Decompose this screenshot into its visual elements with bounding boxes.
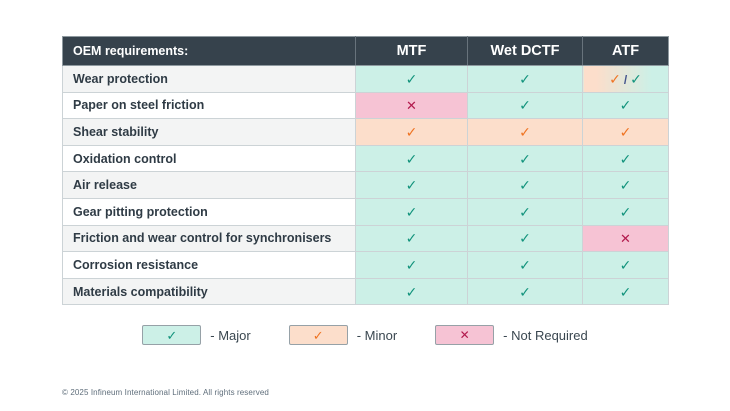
major-mark-cell: ✓ [467, 277, 583, 306]
check-icon: ✓ [405, 70, 418, 87]
header-col-mtf: MTF [355, 36, 468, 66]
check-icon: ✓ [519, 203, 531, 220]
major-mark-cell: ✓ [467, 65, 583, 93]
not-required-mark-cell: ✕ [355, 91, 468, 120]
check-icon: ✓ [619, 177, 632, 194]
check-icon: ✓ [519, 123, 531, 140]
header-oem-requirements: OEM requirements: [62, 36, 356, 66]
major-mark-cell: ✓ [582, 144, 669, 173]
check-icon: ✓ [405, 203, 418, 220]
table-row: Shear stability ✓ ✓ ✓ [62, 118, 669, 146]
major-mark-cell: ✓ [355, 197, 468, 226]
check-icon: ✓ [405, 150, 418, 167]
major-mark-cell: ✓ [467, 91, 583, 120]
row-label: Air release [62, 171, 356, 199]
legend-label: - Not Required [503, 327, 588, 343]
legend: ✓ - Major ✓ - Minor ✕ - Not Required [0, 325, 730, 345]
check-icon: ✓ [619, 256, 632, 273]
legend-item-minor: ✓ - Minor [288, 325, 398, 345]
major-mark-cell: ✓ [582, 197, 669, 226]
row-label: Materials compatibility [62, 277, 356, 306]
header-col-wet-dctf: Wet DCTF [467, 36, 583, 66]
check-icon: ✓ [405, 230, 418, 247]
major-mark-cell: ✓ [467, 197, 583, 226]
check-icon: ✓ [619, 150, 632, 167]
table-row: Friction and wear control for synchronis… [62, 224, 669, 253]
major-check-icon: ✓ [630, 70, 642, 87]
legend-label: - Major [210, 327, 251, 343]
table-header-row: OEM requirements: MTF Wet DCTF ATF [62, 36, 669, 66]
not-required-mark-cell: ✕ [582, 224, 669, 253]
table-row: Air release ✓ ✓ ✓ [62, 171, 669, 199]
major-mark-cell: ✓ [355, 277, 468, 306]
minor-check-icon: ✓ [609, 70, 621, 87]
check-icon: ✓ [619, 97, 632, 114]
check-icon: ✓ [519, 256, 531, 273]
legend-cross-swatch: ✕ [435, 325, 495, 345]
table-row: Corrosion resistance ✓ ✓ ✓ [62, 251, 669, 279]
check-icon: ✓ [519, 97, 531, 114]
check-icon: ✓ [405, 283, 418, 300]
minor-and-major-mark-cell: ✓ / ✓ [582, 65, 669, 93]
table-row: Materials compatibility ✓ ✓ ✓ [62, 277, 669, 306]
row-label: Friction and wear control for synchronis… [62, 224, 356, 253]
row-label: Oxidation control [62, 144, 356, 173]
check-icon: ✓ [519, 150, 531, 167]
check-icon: ✓ [619, 203, 632, 220]
major-mark-cell: ✓ [467, 171, 583, 199]
legend-check-swatch: ✓ [288, 325, 348, 345]
row-label: Paper on steel friction [62, 91, 356, 120]
oem-requirements-table: OEM requirements: MTF Wet DCTF ATF Wear … [62, 36, 669, 306]
check-icon: ✓ [405, 177, 418, 194]
check-icon: ✓ [619, 123, 632, 140]
cross-icon: ✕ [620, 230, 631, 246]
check-icon: ✓ [405, 256, 418, 273]
major-mark-cell: ✓ [582, 171, 669, 199]
row-label: Gear pitting protection [62, 197, 356, 226]
major-mark-cell: ✓ [467, 251, 583, 279]
minor-mark-cell: ✓ [467, 118, 583, 146]
slash-separator: / [623, 72, 628, 87]
header-col-atf: ATF [582, 36, 669, 66]
check-icon: ✓ [519, 230, 531, 247]
major-mark-cell: ✓ [467, 224, 583, 253]
table-row: Paper on steel friction ✕ ✓ ✓ [62, 91, 669, 120]
major-mark-cell: ✓ [355, 251, 468, 279]
table-row: Gear pitting protection ✓ ✓ ✓ [62, 197, 669, 226]
legend-check-swatch: ✓ [142, 325, 202, 345]
row-label: Shear stability [62, 118, 356, 146]
check-icon: ✓ [405, 123, 418, 140]
check-icon: ✓ [519, 70, 531, 87]
row-label: Corrosion resistance [62, 251, 356, 279]
minor-mark-cell: ✓ [355, 118, 468, 146]
check-icon: ✓ [519, 283, 531, 300]
copyright-footer: © 2025 Infineum International Limited. A… [62, 388, 269, 397]
major-mark-cell: ✓ [355, 65, 468, 93]
major-mark-cell: ✓ [582, 251, 669, 279]
major-mark-cell: ✓ [582, 277, 669, 306]
check-icon: ✓ [519, 177, 531, 194]
legend-label: - Minor [356, 327, 398, 343]
cross-icon: ✕ [406, 97, 417, 113]
legend-item-major: ✓ - Major [142, 325, 251, 345]
table-row: Oxidation control ✓ ✓ ✓ [62, 144, 669, 173]
major-mark-cell: ✓ [355, 144, 468, 173]
major-mark-cell: ✓ [467, 144, 583, 173]
legend-item-not: ✕ - Not Required [435, 325, 588, 345]
minor-mark-cell: ✓ [582, 118, 669, 146]
table-row: Wear protection ✓ ✓ ✓ / ✓ [62, 65, 669, 93]
major-mark-cell: ✓ [355, 224, 468, 253]
check-icon: ✓ [619, 283, 632, 300]
major-mark-cell: ✓ [582, 91, 669, 120]
major-mark-cell: ✓ [355, 171, 468, 199]
row-label: Wear protection [62, 65, 356, 93]
